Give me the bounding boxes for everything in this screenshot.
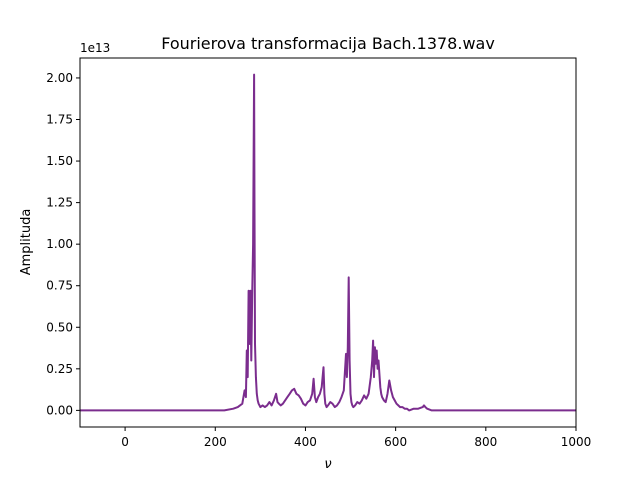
x-tick-label: 0 — [121, 435, 129, 449]
y-tick-label: 1.00 — [46, 237, 73, 251]
plot-area — [79, 57, 577, 428]
y-offset-label: 1e13 — [80, 41, 110, 55]
y-tick-label: 0.25 — [46, 362, 73, 376]
y-axis: 0.00 0.25 0.50 0.75 1.00 1.25 1.50 1.75 2.00 — [46, 71, 80, 417]
x-axis-label: ν — [324, 457, 331, 472]
y-axis-label: Amplituda — [19, 209, 34, 276]
plot-frame — [79, 57, 577, 428]
x-tick-label: 200 — [204, 435, 227, 449]
x-tick-label: 1000 — [561, 435, 592, 449]
y-tick-label: 0.00 — [46, 403, 73, 417]
chart-title: Fourierova transformacija Bach.1378.wav — [161, 34, 495, 53]
y-tick-label: 2.00 — [46, 71, 73, 85]
x-tick-label: 400 — [294, 435, 317, 449]
x-tick-label: 600 — [384, 435, 407, 449]
x-tick-label: 800 — [474, 435, 497, 449]
y-tick-label: 1.75 — [46, 113, 73, 127]
x-axis: 0 200 400 600 800 1000 — [121, 427, 591, 449]
y-tick-label: 1.25 — [46, 196, 73, 210]
y-tick-label: 0.75 — [46, 279, 73, 293]
y-tick-label: 1.50 — [46, 154, 73, 168]
series-line — [80, 73, 576, 412]
y-tick-label: 0.50 — [46, 320, 73, 334]
